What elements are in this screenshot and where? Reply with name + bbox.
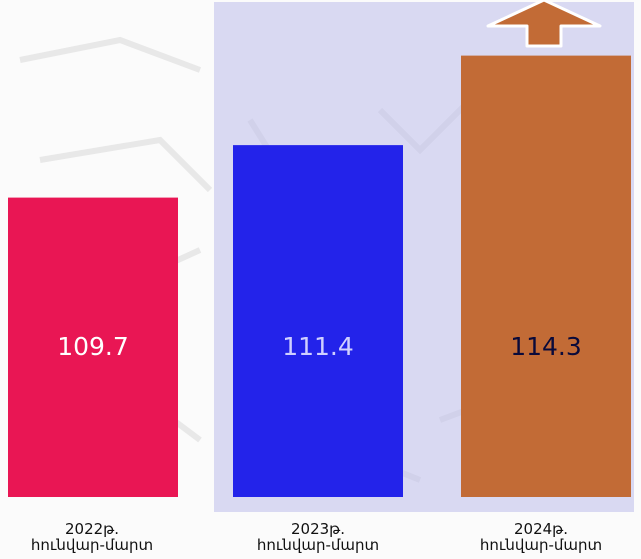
arrow-layer [486, 0, 602, 48]
bar-value-label-2: 111.4 [282, 332, 354, 361]
category-label-1-year: 2022թ. [64, 520, 120, 538]
category-label-1-period: հունվար-մարտ [30, 536, 154, 554]
category-label-3-period: հունվար-մարտ [479, 536, 603, 554]
bar-value-label-1: 109.7 [57, 332, 129, 361]
bar-3 [461, 55, 631, 498]
bar-1 [8, 197, 178, 498]
bar-value-label-3: 114.3 [510, 332, 582, 361]
bar-2 [233, 145, 403, 497]
up-arrow-icon [486, 0, 602, 48]
category-label-2-year: 2023թ. [290, 520, 346, 538]
category-label-1: 2022թ. հունվար-մարտ [2, 521, 182, 553]
category-label-3-year: 2024թ. [513, 520, 569, 538]
category-label-3: 2024թ. հունվար-մարտ [451, 521, 631, 553]
bars-layer: 109.7 111.4 114.3 [8, 55, 631, 498]
category-label-2-period: հունվար-մարտ [256, 536, 380, 554]
category-label-2: 2023թ. հունվար-մարտ [228, 521, 408, 553]
